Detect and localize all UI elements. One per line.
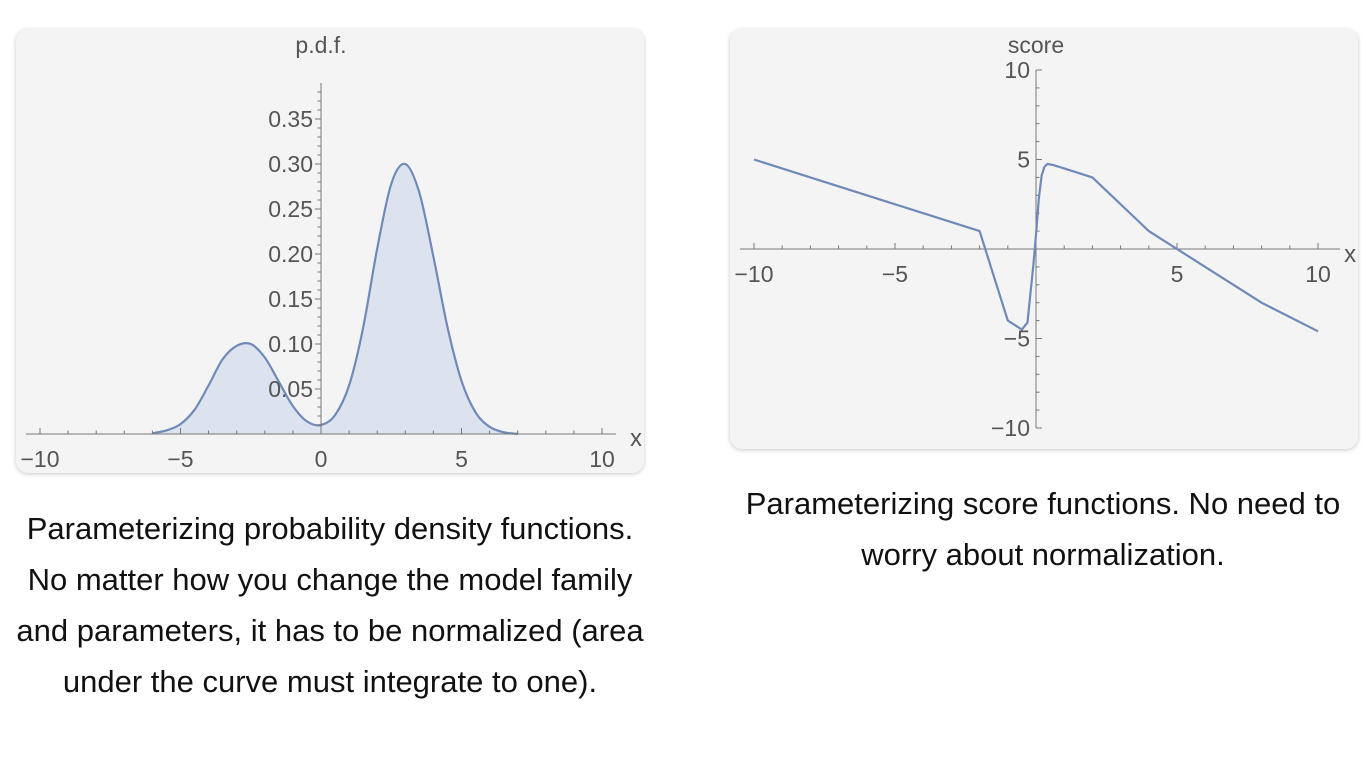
score-x-tick-label: 10 (1305, 261, 1331, 287)
score-x-tick-label: −5 (882, 261, 908, 287)
score-x-tick-label: 5 (1171, 261, 1184, 287)
pdf-x-tick-label: 5 (455, 446, 468, 472)
pdf-area-fill (152, 163, 518, 434)
pdf-y-tick-label: 0.15 (268, 286, 313, 312)
pdf-x-tick-label: 10 (589, 446, 615, 472)
score-x-tick-label: −10 (734, 261, 773, 287)
pdf-x-axis-label: x (630, 425, 642, 452)
pdf-y-tick-label: 0.20 (268, 241, 313, 267)
score-y-tick-label: 5 (1017, 147, 1030, 173)
pdf-chart-panel: −10 −5 0 5 10 x 0.05 0.10 0.15 0.20 0.25 0.30 0.35 p.… (16, 29, 644, 473)
score-x-axis-label: x (1344, 241, 1356, 268)
pdf-y-tick-label: 0.05 (268, 376, 313, 402)
score-chart-panel: −10 −5 5 10 x −10 −5 5 10 score (730, 29, 1358, 449)
pdf-y-tick-label: 0.35 (268, 106, 313, 132)
score-y-tick-label: −10 (991, 415, 1030, 441)
pdf-y-axis-label: p.d.f. (295, 32, 346, 58)
pdf-chart: −10 −5 0 5 10 x 0.05 0.10 0.15 0.20 0.25 0.30 0.35 p.… (20, 32, 642, 472)
pdf-y-tick-label: 0.10 (268, 331, 313, 357)
pdf-y-tick-label: 0.30 (268, 151, 313, 177)
score-y-tick-label: 10 (1004, 57, 1030, 83)
score-y-axis-label: score (1008, 32, 1064, 58)
pdf-y-tick-label: 0.25 (268, 196, 313, 222)
pdf-x-tick-label: 0 (315, 446, 328, 472)
pdf-curve (152, 162, 518, 436)
pdf-caption: Parameterizing probability density funct… (16, 511, 644, 699)
score-curve (753, 158, 1319, 333)
pdf-x-tick-label: −5 (167, 446, 193, 472)
score-y-tick-label: −5 (1004, 326, 1030, 352)
pdf-x-tick-label: −10 (20, 446, 59, 472)
score-caption: Parameterizing score functions. No need … (745, 486, 1341, 572)
